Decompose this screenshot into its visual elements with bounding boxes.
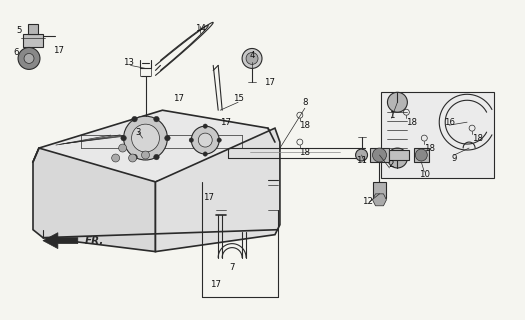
Text: 18: 18 [406,118,417,127]
Circle shape [121,135,127,141]
Circle shape [112,154,120,162]
Text: 18: 18 [299,148,310,156]
Circle shape [373,148,386,162]
Text: 18: 18 [299,121,310,130]
Circle shape [387,148,407,168]
Circle shape [154,116,159,122]
Circle shape [203,152,207,156]
Text: 10: 10 [419,171,430,180]
Text: 8: 8 [302,98,308,107]
Text: 17: 17 [209,280,220,289]
Text: 17: 17 [265,78,276,87]
Text: 17: 17 [173,94,184,103]
Text: 17: 17 [54,46,65,55]
Text: 11: 11 [356,156,367,164]
Circle shape [154,154,159,160]
Text: 17: 17 [203,193,214,202]
Circle shape [242,49,262,68]
Text: 3: 3 [136,128,141,137]
Circle shape [415,149,427,161]
Circle shape [246,52,258,64]
Polygon shape [155,128,280,252]
Circle shape [165,135,170,141]
Circle shape [189,138,194,142]
Circle shape [387,92,407,112]
Text: 6: 6 [13,48,19,57]
Text: 17: 17 [219,118,230,127]
Circle shape [123,116,167,160]
Circle shape [119,144,127,152]
Polygon shape [370,148,390,162]
Text: 2: 2 [388,160,394,170]
Polygon shape [43,233,78,249]
Polygon shape [390,150,410,160]
Circle shape [18,47,40,69]
Circle shape [24,53,34,63]
Text: 1: 1 [388,111,394,120]
Circle shape [132,116,138,122]
Text: 16: 16 [444,118,455,127]
Text: 18: 18 [471,133,482,143]
Circle shape [198,133,212,147]
Text: 18: 18 [424,144,435,153]
Circle shape [203,124,207,128]
Text: FR.: FR. [85,236,104,246]
Text: 5: 5 [16,26,22,35]
Text: 4: 4 [249,51,255,60]
Polygon shape [33,148,155,252]
Polygon shape [28,24,38,34]
Circle shape [142,151,150,159]
Text: 13: 13 [123,58,134,67]
Text: 7: 7 [229,263,235,272]
Text: 14: 14 [195,24,206,33]
Polygon shape [382,92,494,178]
Text: 15: 15 [233,94,244,103]
Polygon shape [23,34,43,47]
Polygon shape [414,148,429,162]
Circle shape [355,149,367,161]
Text: 12: 12 [362,197,373,206]
Polygon shape [387,102,407,158]
Circle shape [129,154,136,162]
Circle shape [132,154,138,160]
Circle shape [191,126,219,154]
Text: 9: 9 [452,154,457,163]
Circle shape [132,124,160,152]
Circle shape [217,138,222,142]
Polygon shape [373,182,386,198]
Polygon shape [373,194,386,206]
Polygon shape [33,110,275,182]
